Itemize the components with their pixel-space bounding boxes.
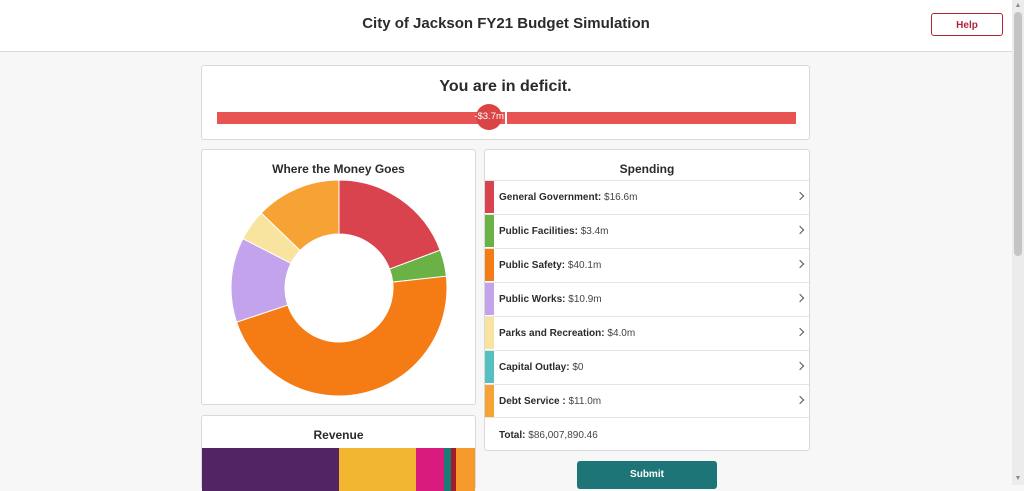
chevron-right-icon[interactable] — [795, 327, 805, 337]
revenue-segment-5 — [456, 448, 475, 491]
money-chart-title: Where the Money Goes — [272, 162, 405, 176]
revenue-title: Revenue — [313, 428, 364, 442]
help-button[interactable]: Help — [931, 13, 1003, 36]
item-label: Public Facilities: — [499, 226, 578, 237]
page-title: City of Jackson FY21 Budget Simulation — [362, 15, 650, 32]
money-chart-card: Where the Money Goes — [201, 149, 476, 405]
spending-item-debt-service[interactable]: Debt Service : $11.0m — [485, 384, 809, 417]
item-value: $11.0m — [568, 396, 602, 407]
spending-item-public-safety[interactable]: Public Safety: $40.1m — [485, 248, 809, 281]
deficit-card: You are in deficit. -$3.7m — [201, 65, 810, 140]
spending-item-public-facilities[interactable]: Public Facilities: $3.4m — [485, 214, 809, 247]
item-value: $40.1m — [567, 260, 602, 271]
color-swatch — [485, 215, 494, 247]
deficit-bar — [217, 111, 796, 125]
item-value: $3.4m — [580, 226, 609, 237]
spending-card: Spending General Government: $16.6m Publ… — [484, 149, 810, 451]
chevron-right-icon[interactable] — [795, 259, 805, 269]
chevron-right-icon[interactable] — [795, 225, 805, 235]
color-swatch — [485, 351, 494, 383]
revenue-card: Revenue — [201, 415, 476, 491]
donut-slice-2 — [235, 275, 448, 397]
item-value: $16.6m — [604, 192, 638, 203]
deficit-indicator — [476, 104, 503, 130]
item-label: Public Works: — [499, 294, 566, 305]
scroll-thumb[interactable] — [1014, 12, 1022, 256]
item-value: $4.0m — [607, 328, 636, 339]
spending-item-public-works[interactable]: Public Works: $10.9m — [485, 282, 809, 315]
scroll-up-icon[interactable]: ▲ — [1014, 2, 1022, 9]
deficit-center-marker — [505, 111, 507, 125]
color-swatch — [485, 283, 494, 315]
donut-chart — [230, 179, 448, 397]
spending-item-general-government[interactable]: General Government: $16.6m — [485, 180, 809, 213]
spending-item-parks-and-recreation[interactable]: Parks and Recreation: $4.0m — [485, 316, 809, 349]
top-bar: City of Jackson FY21 Budget Simulation H… — [0, 0, 1012, 52]
spending-total: Total: $86,007,890.46 — [485, 417, 809, 451]
color-swatch — [485, 385, 494, 417]
spending-item-capital-outlay[interactable]: Capital Outlay: $0 — [485, 350, 809, 383]
total-label: Total: — [499, 430, 526, 441]
item-label: General Government: — [499, 192, 602, 203]
revenue-segment-2 — [415, 448, 445, 491]
revenue-segment-3 — [444, 448, 452, 491]
item-label: Debt Service : — [499, 396, 566, 407]
chevron-right-icon[interactable] — [795, 361, 805, 371]
chevron-right-icon[interactable] — [795, 191, 805, 201]
item-label: Public Safety: — [499, 260, 566, 271]
color-swatch — [485, 317, 494, 349]
scroll-down-icon[interactable]: ▼ — [1014, 475, 1022, 482]
submit-button[interactable]: Submit — [577, 461, 717, 489]
color-swatch — [485, 249, 494, 281]
chevron-right-icon[interactable] — [795, 395, 805, 405]
total-value: $86,007,890.46 — [528, 430, 598, 441]
deficit-title: You are in deficit. — [439, 78, 572, 95]
revenue-segment-0 — [202, 448, 340, 491]
item-value: $0 — [572, 362, 584, 373]
color-swatch — [485, 181, 494, 213]
item-label: Capital Outlay: — [499, 362, 570, 373]
scrollbar[interactable]: ▲ ▼ — [1012, 0, 1024, 485]
revenue-segment-4 — [451, 448, 457, 491]
donut-slice-6 — [260, 179, 340, 252]
revenue-segment-1 — [339, 448, 416, 491]
deficit-value: -$3.7m — [474, 111, 504, 122]
item-value: $10.9m — [568, 294, 602, 305]
item-label: Parks and Recreation: — [499, 328, 605, 339]
chevron-right-icon[interactable] — [795, 293, 805, 303]
spending-title: Spending — [619, 162, 675, 176]
donut-slice-0 — [338, 179, 441, 270]
